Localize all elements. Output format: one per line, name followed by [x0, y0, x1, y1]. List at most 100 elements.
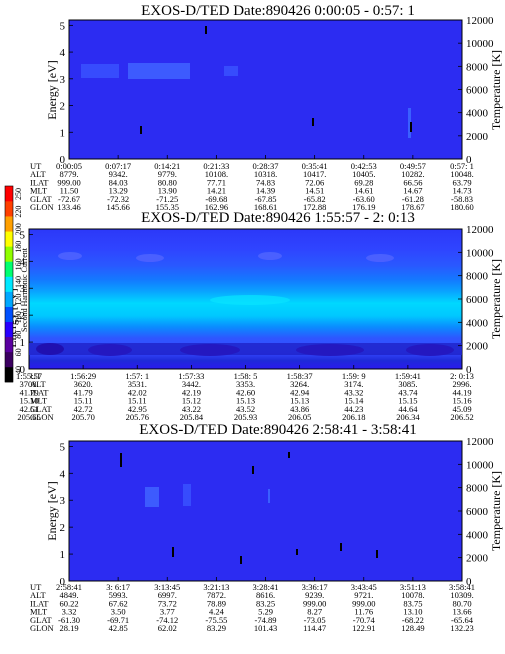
- panel-3-spike: [296, 549, 298, 555]
- orbit-cell: 155.35: [156, 202, 179, 212]
- orbit-cell: 42.94: [290, 387, 310, 397]
- orbit-cell: 3620.: [74, 379, 93, 389]
- orbit-cell: 999.00: [303, 598, 326, 608]
- orbit-cell: 1:57:33: [178, 371, 204, 381]
- orbit-cell: 3: 6:17: [106, 582, 130, 592]
- ytick-right-label: 12000: [466, 15, 494, 27]
- panel-3-spike: [340, 543, 342, 551]
- orbit-cell: 205.65: [17, 412, 40, 422]
- orbit-row-label: MLT: [30, 186, 48, 196]
- orbit-cell: 73.72: [158, 598, 177, 608]
- panel-3-spike: [268, 489, 270, 503]
- orbit-cell: 2: 0:13: [450, 371, 474, 381]
- orbit-cell: -58.83: [451, 194, 473, 204]
- panel-3-band: [145, 487, 159, 507]
- orbit-cell: 3.50: [111, 607, 126, 617]
- panel-3-band: [183, 484, 191, 506]
- orbit-cell: 206.18: [342, 412, 365, 422]
- ytick-left-label: 0: [60, 154, 66, 166]
- orbit-cell: 0:28:37: [253, 161, 279, 171]
- orbit-cell: -65.64: [451, 615, 474, 625]
- orbit-cell: 80.70: [452, 598, 471, 608]
- orbit-cell: -61.30: [58, 615, 80, 625]
- orbit-cell: 13.29: [109, 186, 128, 196]
- panel-2-blob: [406, 344, 454, 356]
- orbit-cell: 69.28: [354, 177, 373, 187]
- orbit-row-label: GLON: [30, 202, 54, 212]
- orbit-cell: 0:21:33: [203, 161, 229, 171]
- orbit-cell: 42.02: [128, 387, 147, 397]
- orbit-cell: 45.09: [452, 404, 471, 414]
- colorbar-cell: [5, 261, 13, 277]
- orbit-cell: 43.32: [344, 387, 363, 397]
- orbit-cell: 128.49: [401, 623, 424, 633]
- panel-3-spike: [288, 452, 290, 458]
- orbit-row-label: ILAT: [30, 598, 49, 608]
- orbit-cell: 10318.: [254, 169, 277, 179]
- colorbar-tick-label: 160: [14, 258, 23, 270]
- panel-2-blob: [88, 344, 132, 356]
- orbit-cell: -65.82: [304, 194, 326, 204]
- ytick-left-label: 0: [20, 364, 26, 376]
- ytick-right-label: 12000: [466, 436, 494, 448]
- orbit-cell: 15.15: [398, 396, 417, 406]
- orbit-cell: 41.79: [74, 387, 93, 397]
- orbit-cell: 145.66: [106, 202, 129, 212]
- ytick-left-label: 5: [60, 441, 66, 453]
- orbit-cell: 8779.: [59, 169, 78, 179]
- orbit-cell: -74.12: [156, 615, 178, 625]
- ytick-left-label: 4: [20, 256, 26, 268]
- orbit-row-label: GLAT: [30, 194, 53, 204]
- orbit-cell: 10078.: [401, 590, 424, 600]
- ytick-right-label: 8000: [466, 61, 489, 73]
- panel-1-spike: [205, 26, 207, 34]
- colorbar-tick-label: 120: [14, 294, 23, 306]
- orbit-cell: 42.60: [236, 387, 255, 397]
- colorbar-cell: [5, 321, 13, 338]
- orbit-cell: 42.72: [74, 404, 93, 414]
- ytick-right-label: 6000: [466, 294, 489, 306]
- orbit-cell: 162.96: [205, 202, 228, 212]
- ytick-left-label: 1: [60, 127, 66, 139]
- ytick-right-label: 4000: [466, 529, 489, 541]
- orbit-cell: 205.76: [126, 412, 149, 422]
- ytick-left-label: 5: [20, 229, 26, 241]
- orbit-cell: 67.62: [109, 598, 128, 608]
- orbit-row-label: ALT: [30, 590, 47, 600]
- orbit-cell: 78.89: [207, 598, 226, 608]
- orbit-cell: 206.05: [288, 412, 311, 422]
- orbit-cell: 13.90: [158, 186, 177, 196]
- orbit-cell: 5993.: [109, 590, 128, 600]
- colorbar-cell: [5, 336, 13, 353]
- orbit-cell: 3:43:45: [351, 582, 377, 592]
- orbit-cell: 15.13: [236, 396, 255, 406]
- orbit-cell: 9342.: [109, 169, 128, 179]
- orbit-cell: 101.43: [254, 623, 277, 633]
- orbit-cell: -72.32: [107, 194, 129, 204]
- orbit-cell: 14.61: [354, 186, 373, 196]
- orbit-cell: 60.22: [59, 598, 78, 608]
- ytick-left-label: 1: [20, 337, 26, 349]
- orbit-cell: 206.34: [396, 412, 420, 422]
- ytick-right-label: 2000: [466, 341, 489, 353]
- orbit-cell: 43.74: [398, 387, 418, 397]
- orbit-cell: -71.25: [156, 194, 178, 204]
- ytick-left-label: 2: [20, 310, 26, 322]
- orbit-cell: 14.39: [256, 186, 275, 196]
- orbit-cell: 132.23: [450, 623, 473, 633]
- orbit-cell: 4849.: [59, 590, 78, 600]
- panel-3: EXOS-D/TED Date:890426 2:58:41 - 3:58:41…: [30, 422, 503, 633]
- panel-2-blob: [58, 252, 82, 260]
- panel-2-title: EXOS-D/TED Date:890426 1:55:57 - 2: 0:13: [141, 210, 415, 226]
- orbit-cell: 3:28:41: [253, 582, 279, 592]
- orbit-row-label: UT: [30, 582, 42, 592]
- orbit-cell: 28.19: [59, 623, 78, 633]
- orbit-cell: -68.22: [402, 615, 424, 625]
- orbit-cell: 1:59: 9: [342, 371, 366, 381]
- orbit-cell: 41.79: [19, 387, 38, 397]
- orbit-cell: 42.19: [182, 387, 201, 397]
- panel-2: EXOS-D/TED Date:890426 1:55:57 - 2: 0:13…: [4, 185, 503, 422]
- ytick-right-label: 4000: [466, 317, 489, 329]
- orbit-row-label: ALT: [30, 169, 47, 179]
